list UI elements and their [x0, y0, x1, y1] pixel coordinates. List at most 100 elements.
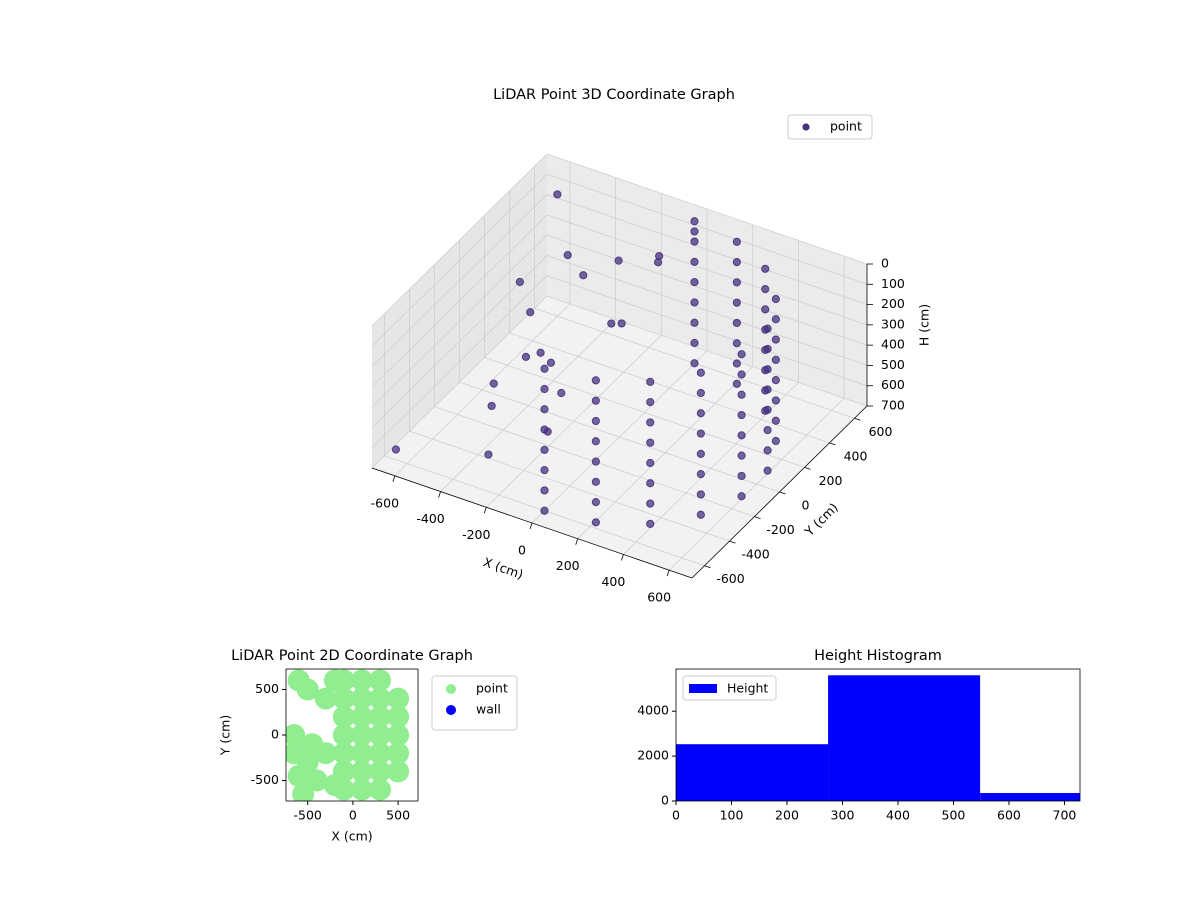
z-tick-label: 400 — [881, 337, 905, 352]
point — [301, 733, 324, 756]
point — [292, 783, 315, 801]
legend-label: wall — [476, 702, 501, 717]
y-tick-label: 0 — [271, 727, 279, 742]
point — [540, 405, 549, 414]
x-tick-label: -600 — [371, 495, 399, 510]
point — [737, 492, 746, 501]
point — [296, 678, 319, 701]
point — [540, 506, 549, 515]
point — [579, 271, 588, 280]
y-tick-label: 600 — [869, 424, 893, 439]
grid-line — [484, 357, 805, 468]
x-tick-label: -500 — [294, 808, 322, 823]
point — [314, 687, 337, 710]
point — [369, 760, 392, 783]
point — [696, 388, 705, 398]
tick-mark — [854, 417, 861, 421]
y-tick-label: 400 — [844, 448, 868, 463]
point — [540, 445, 549, 454]
point — [591, 437, 600, 446]
point — [690, 359, 699, 368]
point — [350, 742, 373, 765]
point — [761, 345, 770, 355]
point — [591, 457, 600, 466]
z-tick-label: 300 — [881, 316, 905, 331]
point — [332, 742, 355, 765]
point — [287, 764, 310, 787]
x-tick-label: 600 — [647, 590, 671, 605]
grid-line — [546, 153, 868, 265]
tick-mark — [704, 565, 711, 569]
point — [350, 669, 373, 692]
bar — [980, 793, 1080, 801]
grid-line — [546, 275, 868, 387]
point — [690, 227, 699, 236]
point — [696, 429, 705, 438]
point — [737, 471, 746, 481]
point — [646, 377, 655, 386]
point — [646, 479, 655, 488]
bar — [828, 675, 981, 801]
y-tick-label: -500 — [251, 772, 279, 787]
point — [332, 724, 355, 746]
grid-line — [371, 194, 548, 367]
grid-line — [546, 234, 868, 346]
point — [591, 518, 600, 527]
legend-marker — [802, 123, 810, 131]
point — [737, 390, 746, 399]
point — [761, 305, 770, 314]
point — [557, 388, 566, 398]
x-tick-label: 0 — [518, 543, 526, 558]
x-tick-label: 400 — [601, 574, 625, 589]
tick-mark — [438, 491, 441, 498]
point — [646, 398, 655, 407]
point — [690, 298, 699, 307]
point — [761, 366, 770, 375]
y-tick-label: 2000 — [637, 748, 669, 763]
point — [696, 368, 705, 377]
point — [591, 416, 600, 426]
point — [540, 486, 549, 495]
z-tick-label: 200 — [881, 296, 905, 311]
chart-title: Height Histogram — [814, 648, 942, 664]
z-tick-label: 500 — [881, 357, 905, 372]
chart-title: LiDAR Point 2D Coordinate Graph — [231, 648, 473, 664]
point — [771, 335, 780, 344]
point — [563, 251, 572, 260]
tick-mark — [729, 540, 736, 544]
legend-marker — [446, 684, 456, 694]
x-tick-label: 700 — [1053, 808, 1077, 823]
point — [737, 410, 746, 420]
point — [655, 252, 664, 261]
x-tick-label: 500 — [942, 808, 966, 823]
z-axis-label: H (cm) — [917, 304, 932, 346]
y-tick-label: 4000 — [637, 703, 669, 718]
point — [771, 376, 780, 385]
point — [761, 406, 770, 415]
point — [737, 350, 746, 359]
point — [732, 339, 741, 348]
y-tick-label: -400 — [741, 547, 769, 562]
point — [696, 470, 705, 479]
x-tick-label: 200 — [556, 558, 580, 573]
grid-line — [546, 173, 868, 285]
tick-mark — [392, 475, 396, 482]
x-tick-label: 300 — [831, 808, 855, 823]
chart-title: LiDAR Point 3D Coordinate Graph — [493, 87, 735, 103]
point — [696, 510, 705, 519]
grid-line — [371, 234, 548, 408]
x-tick-label: 400 — [886, 808, 910, 823]
x-tick-label: 200 — [775, 808, 799, 823]
point — [369, 742, 392, 765]
grid-line — [371, 174, 548, 347]
point — [526, 308, 535, 317]
z-tick-label: 100 — [881, 276, 905, 291]
plot-frame — [675, 668, 1081, 802]
point — [646, 418, 655, 427]
point — [369, 724, 392, 746]
grid-line — [459, 381, 780, 493]
point — [771, 416, 780, 425]
point — [614, 256, 623, 265]
point — [521, 352, 531, 361]
point — [387, 724, 410, 746]
